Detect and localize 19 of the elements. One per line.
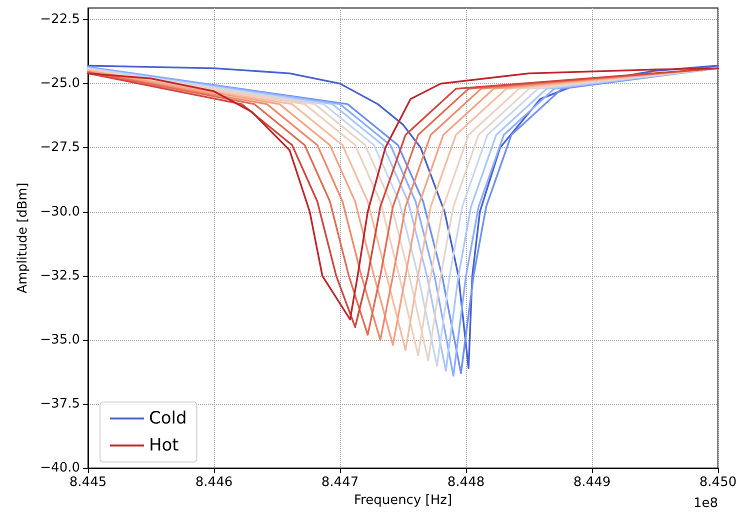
- text: 1e8: [693, 496, 718, 511]
- x-tick-label: 8.450: [699, 475, 737, 490]
- legend-label: Hot: [149, 436, 180, 456]
- y-tick-label: −35.0: [40, 332, 80, 348]
- y-tick-label: −22.5: [40, 12, 80, 28]
- x-tick-label: 8.448: [447, 475, 485, 490]
- x-tick-label: 8.446: [195, 475, 233, 490]
- y-tick-label: −25.0: [40, 76, 80, 92]
- y-tick-label: −30.0: [40, 204, 80, 220]
- x-tick-label: 8.447: [321, 475, 359, 490]
- y-tick-label: −37.5: [40, 396, 80, 412]
- y-tick-label: −27.5: [40, 140, 80, 156]
- y-axis-title: Amplitude [dBm]: [15, 182, 30, 294]
- y-tick-label: −32.5: [40, 268, 80, 284]
- x-tick-label: 8.449: [573, 475, 611, 490]
- y-tick-label: −40.0: [40, 460, 80, 476]
- x-axis-title: Frequency [Hz]: [354, 493, 452, 508]
- legend-label: Cold: [149, 408, 187, 428]
- x-tick-label: 8.445: [69, 475, 107, 490]
